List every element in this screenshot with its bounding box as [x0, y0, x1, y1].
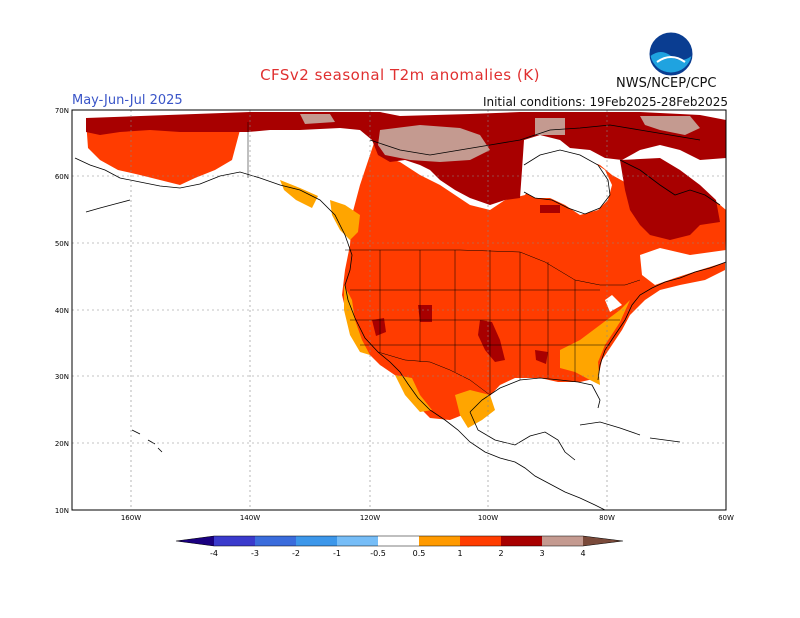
map-title: CFSv2 seasonal T2m anomalies (K)	[260, 66, 540, 84]
yucatan-coast	[469, 411, 576, 461]
lat-label: 60N	[55, 173, 69, 181]
lon-label: 60W	[718, 514, 734, 522]
colorbar-swatch	[419, 536, 460, 546]
political-borders	[247, 122, 641, 396]
lon-label: 100W	[478, 514, 498, 522]
anomaly-region-2-3	[540, 205, 560, 213]
lat-label: 10N	[55, 507, 69, 515]
map-frame	[71, 109, 727, 511]
colorbar-label: -0.5	[370, 549, 386, 558]
hudson-bay-coast	[523, 149, 611, 215]
gridlines	[72, 110, 726, 510]
colorbar-swatch	[255, 536, 296, 546]
north-america-coast	[74, 157, 606, 511]
no-anomaly-region	[640, 248, 726, 285]
anomaly-region-3-4	[378, 125, 490, 162]
anomaly-region-3-4	[535, 118, 565, 135]
colorbar-swatch	[378, 536, 419, 546]
anomaly-fill	[86, 112, 726, 428]
lon-label: 160W	[121, 514, 141, 522]
arctic-coast	[369, 124, 701, 156]
colorbar-swatch	[214, 536, 255, 546]
colorbar-swatch	[583, 536, 623, 546]
colorbar-swatch	[176, 536, 214, 546]
coastlines	[74, 124, 727, 511]
lat-label: 30N	[55, 373, 69, 381]
aleutian-islands	[85, 199, 131, 213]
agency-label: NWS/NCEP/CPC	[616, 76, 717, 91]
anomaly-region-2-3	[418, 305, 432, 322]
lat-label: 20N	[55, 440, 69, 448]
hispaniola-coast	[649, 437, 681, 443]
colorbar-swatch	[296, 536, 337, 546]
colorbar-label: -1	[333, 549, 341, 558]
greenland-coast	[619, 159, 721, 206]
anomaly-region-0.5-1	[560, 300, 630, 385]
colorbar-label: 1	[457, 549, 462, 558]
season-label: May-Jun-Jul 2025	[72, 93, 183, 108]
colorbar-label: -4	[210, 549, 218, 558]
anomaly-region-2-3	[535, 350, 548, 364]
colorbar-label: 3	[539, 549, 544, 558]
east-coast	[597, 261, 727, 381]
colorbar-label: 4	[580, 549, 585, 558]
anomaly-region-0.5-1	[344, 285, 370, 355]
lat-label: 40N	[55, 307, 69, 315]
us-mexico-border	[377, 351, 491, 396]
colorbar-label: -3	[251, 549, 259, 558]
colorbar-label: 2	[498, 549, 503, 558]
anomaly-region-2-3	[620, 158, 720, 240]
colorbar-swatch	[460, 536, 501, 546]
anomaly-region-0.5-1	[455, 390, 495, 428]
anomaly-region-0.5-1	[330, 200, 360, 240]
anomaly-region-3-4	[640, 116, 700, 135]
anomaly-region-2-3	[372, 318, 386, 336]
lat-label: 50N	[55, 240, 69, 248]
colorbar-label: 0.5	[413, 549, 426, 558]
colorbar-swatch	[542, 536, 583, 546]
lat-label: 70N	[55, 107, 69, 115]
no-anomaly-region	[605, 295, 622, 312]
colorbar-label: -2	[292, 549, 300, 558]
colorbar: -4 -3 -2 -1 -0.5 0.5 1 2 3 4	[175, 535, 624, 558]
colorbar-swatch	[337, 536, 378, 546]
no-anomaly-region	[524, 150, 612, 215]
lon-label: 120W	[360, 514, 380, 522]
colorbar-swatch	[501, 536, 542, 546]
noaa-logo-icon	[649, 32, 693, 76]
anomaly-region-3-4	[300, 114, 335, 124]
hawaii-islands	[131, 429, 163, 453]
initial-conditions-label: Initial conditions: 19Feb2025-28Feb2025	[482, 95, 728, 109]
lon-label: 80W	[599, 514, 615, 522]
lon-label: 140W	[240, 514, 260, 522]
anomaly-region-2-3	[478, 320, 505, 362]
state-lines	[350, 250, 620, 395]
gulf-coast	[469, 377, 601, 413]
cuba-coast	[579, 421, 641, 436]
